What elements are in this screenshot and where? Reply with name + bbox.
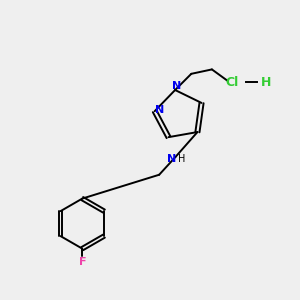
Text: H: H (178, 154, 185, 164)
Text: N: N (172, 82, 181, 92)
Text: F: F (79, 257, 86, 268)
Text: N: N (155, 105, 164, 115)
Text: H: H (261, 76, 272, 89)
Text: N: N (167, 154, 176, 164)
Text: Cl: Cl (226, 76, 239, 89)
